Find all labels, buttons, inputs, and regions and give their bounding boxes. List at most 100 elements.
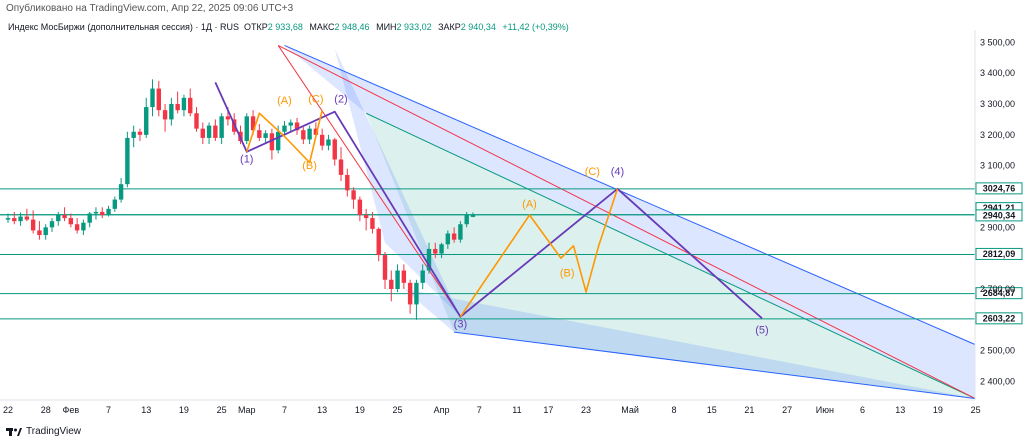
candle-body (106, 208, 111, 215)
level-price-label: 2941,21 (983, 203, 1016, 213)
legend-title: Индекс МосБиржи (дополнительная сессия) … (8, 22, 240, 32)
candle-body (100, 211, 105, 215)
candle-body (363, 215, 369, 219)
candle-body (433, 248, 438, 254)
wave-label: (2) (334, 93, 347, 105)
y-tick-label: 3 100,00 (980, 161, 1015, 171)
candle-body (18, 216, 23, 222)
chart-legend: Индекс МосБиржи (дополнительная сессия) … (8, 22, 573, 32)
candle-body (445, 233, 451, 245)
candle-body (30, 219, 36, 231)
candle-body (200, 128, 205, 138)
x-tick-label: 13 (317, 405, 327, 415)
candle-body (470, 214, 476, 217)
published-note: Опубликовано на TradingView.com, Апр 22,… (6, 3, 294, 14)
candle-body (219, 116, 224, 138)
candle-body (263, 133, 268, 138)
candle-body (144, 107, 149, 135)
candle-body (213, 125, 218, 138)
wave-sub-path-2 (459, 188, 619, 318)
x-tick-label: 15 (707, 405, 717, 415)
x-tick-label: 22 (3, 405, 13, 415)
candle-body (288, 122, 293, 126)
channel-lower-line (454, 331, 976, 399)
candle-body (156, 88, 162, 111)
candle-body (382, 255, 388, 280)
candle-body (125, 137, 130, 185)
candle-body (257, 130, 262, 138)
candle-body (43, 227, 48, 236)
level-price-label: 3024,76 (983, 183, 1016, 193)
x-tick-label: 19 (355, 405, 365, 415)
wave-label: (C) (585, 166, 600, 178)
candle-body (12, 218, 17, 222)
x-tick-label: 13 (895, 405, 905, 415)
level-price-label: 2940,34 (983, 210, 1016, 220)
change-value: +11,42 (+0,39%) (502, 22, 569, 32)
candle-body (376, 228, 381, 256)
open-value: 2 933,68 (267, 22, 303, 32)
candle-body (389, 279, 394, 289)
candle-body (345, 174, 350, 191)
x-tick-label: Мар (238, 405, 256, 415)
candle-body (137, 131, 143, 135)
candle-body (451, 233, 457, 240)
candle-body (175, 104, 180, 111)
y-tick-label: 3 200,00 (980, 130, 1015, 140)
wave-label: (B) (560, 268, 575, 280)
channel-median-line (277, 44, 976, 399)
candle-body (439, 244, 444, 254)
wave-label: (B) (302, 160, 317, 172)
close-label: ЗАКР (438, 22, 461, 32)
candle-body (357, 199, 363, 215)
x-tick-label: 25 (971, 405, 981, 415)
candle-body (93, 211, 99, 214)
x-tick-label: 25 (393, 405, 403, 415)
tradingview-logo-icon (6, 427, 22, 436)
candle-body (395, 270, 400, 289)
footer: TradingView (6, 426, 81, 437)
wave-label: (4) (611, 166, 624, 178)
x-tick-label: 8 (672, 405, 677, 415)
x-tick-label: 11 (512, 405, 521, 415)
candle-body (194, 113, 199, 129)
level-price-box (975, 247, 1023, 260)
candle-body (74, 224, 80, 231)
candle-body (112, 199, 118, 209)
candle-body (62, 215, 67, 219)
candle-body (87, 213, 92, 223)
wave-label: (C) (308, 93, 323, 105)
candle-body (338, 159, 344, 175)
y-tick-label: 3 400,00 (980, 68, 1015, 78)
wave-label: (5) (755, 325, 768, 337)
candle-body (426, 248, 432, 271)
candle-body (118, 184, 124, 200)
x-tick-label: 6 (860, 405, 865, 415)
level-price-box (975, 182, 1023, 195)
level-price-box (975, 287, 1023, 300)
candle-body (225, 116, 231, 120)
candle-body (5, 218, 11, 220)
y-tick-label: 2 400,00 (980, 377, 1015, 387)
candle-body (307, 128, 312, 140)
x-tick-label: 23 (581, 405, 591, 415)
high-value: 2 948,46 (334, 22, 370, 32)
candle-body (188, 97, 193, 114)
x-tick-label: 19 (933, 405, 943, 415)
candle-body (269, 133, 275, 151)
level-price-box (975, 312, 1023, 325)
low-value: 2 933,02 (396, 22, 432, 32)
open-label: ОТКР (244, 22, 268, 32)
candle-body (150, 88, 155, 108)
candle-body (282, 125, 287, 132)
x-tick-label: 25 (217, 405, 227, 415)
wave-main-path (214, 82, 763, 319)
candle-body (56, 215, 61, 222)
candle-body (250, 116, 256, 131)
footer-brand: TradingView (26, 426, 82, 437)
pitchfork-handle-line (277, 45, 461, 318)
candle-body (319, 134, 325, 146)
candle-body (37, 230, 42, 236)
candle-body (414, 282, 419, 305)
